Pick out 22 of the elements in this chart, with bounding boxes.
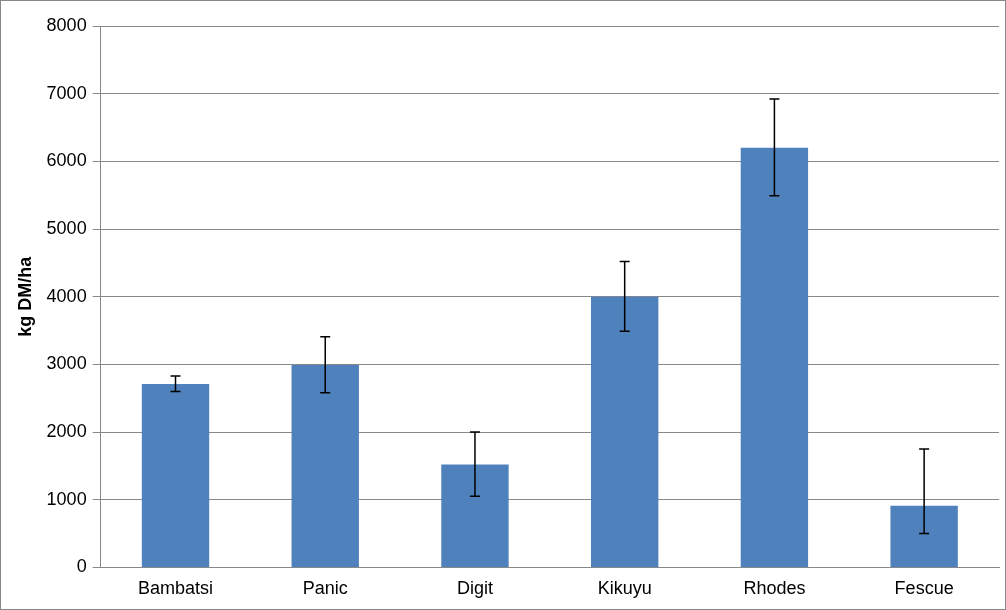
y-axis-title: kg DM/ha bbox=[14, 255, 35, 337]
x-tick-label: Fescue bbox=[894, 578, 954, 599]
y-tick-label: 7000 bbox=[46, 82, 87, 103]
bar bbox=[740, 147, 809, 567]
y-tick-label: 2000 bbox=[46, 421, 87, 442]
y-tick-label: 5000 bbox=[46, 217, 87, 238]
x-tick-label: Panic bbox=[302, 578, 348, 599]
x-tick-label: Rhodes bbox=[743, 578, 806, 599]
x-tick-label: Kikuyu bbox=[597, 578, 652, 599]
y-tick-label: 3000 bbox=[46, 353, 87, 374]
y-tick-label: 6000 bbox=[46, 150, 87, 171]
bar bbox=[291, 365, 359, 567]
x-tick-label: Digit bbox=[456, 578, 493, 599]
bar bbox=[441, 464, 509, 567]
y-tick-label: 4000 bbox=[46, 285, 87, 306]
x-tick-label: Bambatsi bbox=[137, 578, 214, 599]
y-tick-label: 1000 bbox=[46, 488, 87, 509]
bar bbox=[591, 296, 659, 567]
bar bbox=[890, 505, 958, 567]
y-tick-label: 0 bbox=[76, 556, 87, 577]
y-tick-label: 8000 bbox=[46, 14, 87, 35]
bar bbox=[141, 384, 210, 567]
